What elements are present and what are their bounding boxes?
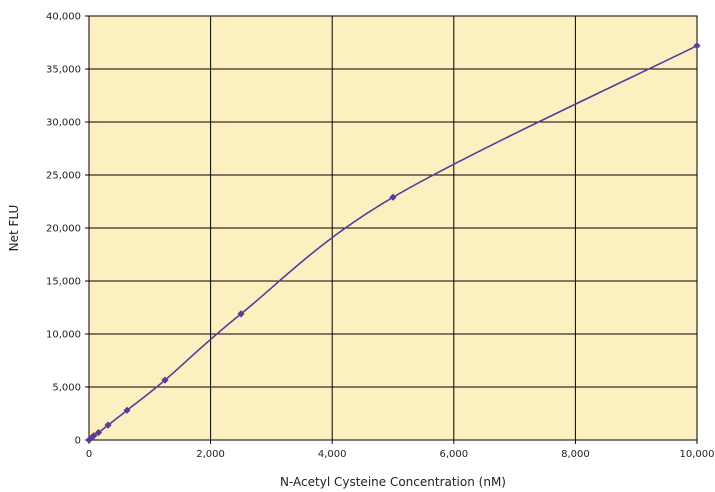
data-point-marker [693, 42, 701, 50]
y-axis-title: Net FLU [7, 205, 21, 252]
data-point-marker [123, 406, 131, 414]
x-tick-label: 4,000 [318, 449, 347, 460]
x-tick-label: 8,000 [561, 449, 590, 460]
grid-lines [85, 15, 698, 444]
y-tick-label: 35,000 [46, 65, 81, 76]
y-tick-label: 0 [75, 436, 81, 447]
data-point-marker [389, 193, 397, 201]
data-point-marker [104, 421, 112, 429]
y-tick-label: 25,000 [46, 171, 81, 182]
y-tick-label: 40,000 [46, 12, 81, 23]
data-point-marker [90, 432, 98, 440]
x-axis-title: N-Acetyl Cysteine Concentration (nM) [280, 475, 506, 489]
x-tick-label: 6,000 [439, 449, 468, 460]
data-point-marker [161, 376, 169, 384]
data-point-marker [237, 310, 245, 318]
y-axis-tick-labels: 0 5,000 10,000 15,000 20,000 25,000 30,000 35,0… [46, 12, 81, 447]
y-tick-label: 20,000 [46, 224, 81, 235]
y-tick-label: 5,000 [52, 383, 81, 394]
x-tick-label: 10,000 [680, 449, 715, 460]
x-axis-tick-labels: 0 2,000 4,000 6,000 8,000 10,000 [86, 449, 715, 460]
data-point-marker [94, 428, 103, 437]
x-tick-label: 0 [86, 449, 92, 460]
y-tick-label: 15,000 [46, 277, 81, 288]
x-tick-label: 2,000 [196, 449, 225, 460]
y-tick-label: 30,000 [46, 118, 81, 129]
series-markers [85, 42, 701, 444]
y-tick-label: 10,000 [46, 330, 81, 341]
